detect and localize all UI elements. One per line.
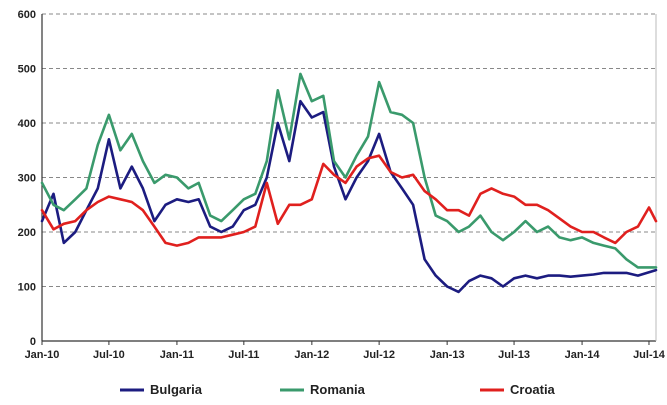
legend: Bulgaria Romania Croatia	[120, 382, 556, 397]
y-tick-label: 300	[18, 173, 36, 185]
series-line-bulgaria	[40, 99, 658, 294]
x-tick-label: Jan-13	[430, 349, 465, 361]
y-tick-label: 0	[30, 336, 36, 348]
legend-label-croatia: Croatia	[510, 382, 556, 397]
x-tick-label: Jul-12	[363, 349, 395, 361]
x-tick-label: Jul-11	[228, 349, 259, 361]
y-tick-label: 600	[18, 9, 36, 21]
grid-lines	[42, 13, 656, 287]
y-tick-label: 200	[18, 227, 36, 239]
y-tick-label: 100	[18, 282, 36, 294]
series-line-croatia	[40, 154, 658, 247]
x-tick-label: Jan-12	[294, 349, 329, 361]
legend-label-romania: Romania	[310, 382, 366, 397]
y-tick-label: 400	[18, 118, 36, 130]
x-tick-label: Jan-10	[25, 349, 60, 361]
x-tick-label: Jul-10	[93, 349, 125, 361]
x-tick-label: Jan-11	[160, 349, 194, 361]
x-tick-label: Jan-14	[565, 349, 601, 361]
legend-label-bulgaria: Bulgaria	[150, 382, 203, 397]
x-tick-label: Jul-14	[633, 349, 666, 361]
axes: 0 100 200 300 400 500 600 Jan-10 Jul-10 Jan-11 Jul…	[18, 9, 666, 361]
series-lines	[40, 72, 658, 294]
x-tick-label: Jul-13	[498, 349, 530, 361]
y-tick-label: 500	[18, 64, 36, 76]
series-line-romania	[40, 72, 658, 269]
